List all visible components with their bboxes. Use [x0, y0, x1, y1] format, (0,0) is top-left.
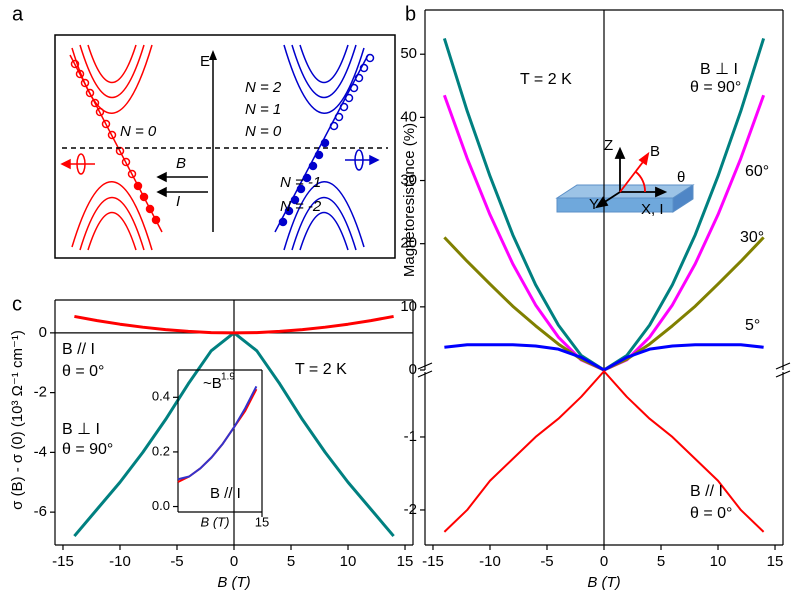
panel-label: a	[12, 3, 24, 25]
y-tick-label: -2	[34, 384, 47, 401]
y-tick-label: 30	[400, 171, 417, 188]
y-tick-label: 0.2	[152, 443, 170, 458]
annotation: 5°	[745, 317, 760, 334]
annotation: B ⊥ I	[62, 421, 100, 438]
y-tick-label: -1	[404, 428, 417, 445]
annotation: B // I	[62, 341, 95, 358]
annotation: T = 2 K	[295, 361, 347, 378]
diagram-label: N = 0	[245, 123, 282, 140]
x-tick-label: 5	[657, 553, 665, 570]
annotation: θ = 0°	[690, 505, 732, 522]
y-tick-label: -2	[404, 501, 417, 518]
axis-break	[775, 370, 791, 378]
data-line	[177, 385, 258, 481]
annotation: θ = 90°	[690, 79, 741, 96]
annotation: 30°	[740, 229, 764, 246]
x-tick-label: 10	[340, 553, 357, 570]
axis-break	[417, 362, 433, 370]
y-tick-label: 50	[400, 45, 417, 62]
x-axis-label: B (T)	[201, 514, 230, 529]
y-tick-label: 20	[400, 235, 417, 252]
x-axis-label: B (T)	[587, 574, 620, 591]
diagram-label: I	[176, 193, 180, 210]
y-tick-label: 0	[39, 324, 47, 341]
diagram-label: N = -2	[280, 198, 322, 215]
annotation: B // I	[210, 485, 241, 502]
diagram-frame	[54, 34, 396, 259]
x-tick-label: -10	[479, 553, 501, 570]
annotation: B // I	[690, 483, 723, 500]
x-tick-label: 10	[710, 553, 727, 570]
annotation: B ⊥ I	[700, 61, 738, 78]
y-axis-label: σ (B) - σ (0) (10³ Ω⁻¹ cm⁻¹)	[9, 330, 26, 510]
data-line	[74, 314, 394, 335]
sample-schematic	[555, 146, 695, 213]
annotation: X, I	[641, 201, 664, 218]
red-circles	[70, 59, 161, 225]
data-line	[177, 388, 258, 483]
red-chirality	[60, 153, 95, 175]
axis-break	[417, 370, 433, 378]
x-tick-label: -5	[540, 553, 553, 570]
diagram-label: B	[176, 155, 186, 172]
y-tick-label: -6	[34, 503, 47, 520]
red-bands	[69, 44, 163, 251]
blue-chirality	[345, 149, 380, 171]
data-line	[444, 343, 764, 372]
y-tick-label: 0.0	[152, 498, 170, 513]
diagram-label: N = 2	[245, 79, 282, 96]
x-tick-label: 15	[397, 553, 414, 570]
y-tick-label: 40	[400, 108, 417, 125]
y-tick-label: 0.4	[152, 389, 170, 404]
x-tick-label: -15	[422, 553, 444, 570]
x-tick-label: 0	[600, 553, 608, 570]
data-line	[443, 370, 765, 533]
annotation: θ	[677, 169, 685, 186]
blue-circles	[278, 53, 375, 227]
y-axis-label: Magnetoresistance (%)	[401, 123, 418, 277]
band-diagram	[54, 34, 396, 259]
x-axis-label: B (T)	[217, 574, 250, 591]
x-tick-label: -5	[170, 553, 183, 570]
panel-label: b	[405, 3, 416, 25]
annotation: B	[650, 143, 660, 160]
annotation: ~B	[203, 375, 222, 392]
axis-break	[775, 362, 791, 370]
x-tick-label: -15	[52, 553, 74, 570]
diagram-label: N = -1	[280, 174, 321, 191]
panel-label: c	[12, 293, 22, 315]
x-tick-label: -10	[109, 553, 131, 570]
annotation: T = 2 K	[520, 71, 572, 88]
y-tick-label: -4	[34, 443, 47, 460]
annotation: 1.9	[221, 372, 235, 383]
x-tick-label: 0	[230, 553, 238, 570]
annotation: Z	[604, 137, 613, 154]
field-arrows	[156, 171, 208, 198]
x-tick-label: 15	[767, 553, 784, 570]
diagram-label: N = 1	[245, 101, 281, 118]
annotation: θ = 0°	[62, 363, 104, 380]
diagram-label: E	[200, 53, 210, 70]
annotation: θ = 90°	[62, 441, 113, 458]
x-tick-label: 15	[255, 514, 269, 529]
arrowhead	[209, 50, 217, 60]
x-tick-label: 5	[287, 553, 295, 570]
annotation: 60°	[745, 163, 769, 180]
annotation: Y	[589, 196, 599, 213]
diagram-label: N = 0	[120, 123, 157, 140]
